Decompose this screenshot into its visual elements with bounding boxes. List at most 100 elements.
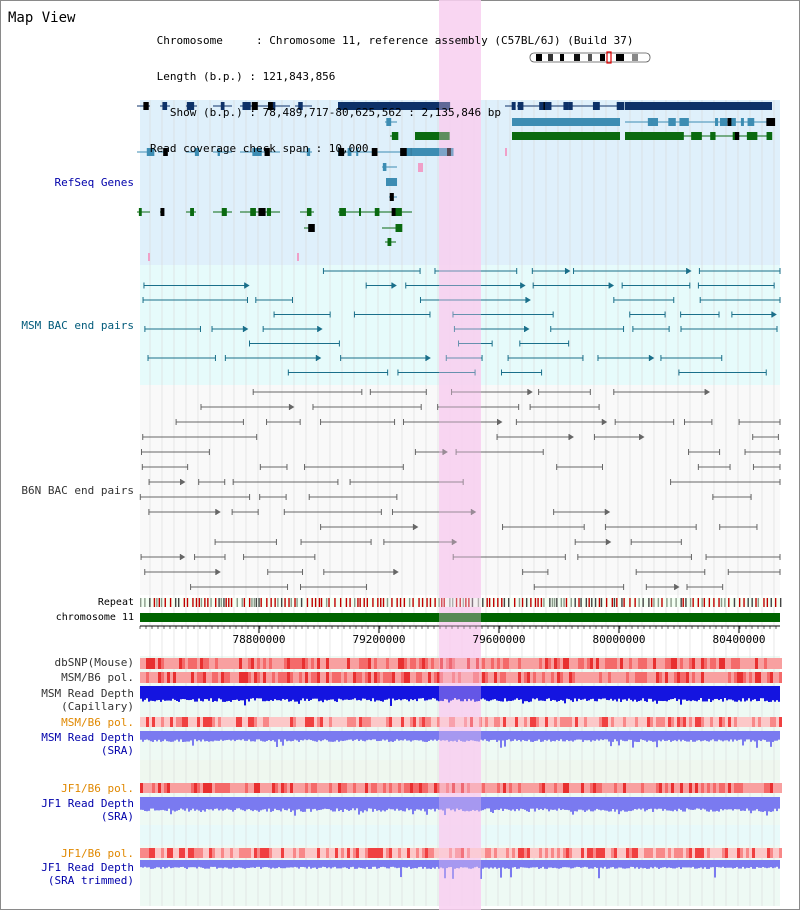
read-depth-bar [418, 686, 420, 699]
track-label-dbsnp[interactable]: dbSNP(Mouse) [54, 656, 134, 669]
read-depth-bar [722, 686, 724, 702]
polymorphism-cell [206, 672, 209, 683]
read-depth-bar [226, 686, 228, 702]
read-depth-bar [576, 686, 578, 702]
polymorphism-cell [596, 717, 599, 727]
track-label-msm-bac[interactable]: MSM BAC end pairs [21, 319, 134, 332]
polymorphism-cell [650, 717, 653, 727]
read-depth-bar [512, 860, 514, 868]
polymorphism-cell [761, 658, 764, 669]
polymorphism-cell [521, 783, 524, 793]
read-depth-bar [646, 731, 648, 742]
gene-exon [266, 208, 272, 216]
track-label-msm-b6-pol-1[interactable]: MSM/B6 pol. [61, 671, 134, 684]
read-depth-bar [326, 797, 328, 810]
read-depth-bar [310, 731, 312, 741]
polymorphism-cell [737, 658, 740, 669]
polymorphism-cell [746, 848, 749, 858]
polymorphism-cell [599, 672, 602, 683]
repeat-element [621, 598, 623, 607]
read-depth-bar [554, 731, 556, 742]
read-depth-bar [184, 731, 186, 742]
polymorphism-cell [506, 672, 509, 683]
track-label-jf1-depth-trim[interactable]: JF1 Read Depth [41, 861, 134, 874]
read-depth-bar [284, 797, 286, 811]
polymorphism-cell [683, 848, 686, 858]
polymorphism-cell [377, 672, 380, 683]
read-depth-bar [404, 797, 406, 812]
polymorphism-cell [203, 783, 206, 793]
read-depth-bar [580, 731, 582, 740]
track-label-msm-depth-sra[interactable]: MSM Read Depth [41, 731, 134, 744]
polymorphism-cell [527, 848, 530, 858]
repeat-element [543, 598, 545, 607]
polymorphism-cell [599, 848, 602, 858]
repeat-element [697, 598, 699, 607]
polymorphism-cell [674, 658, 677, 669]
track-label-b6n-bac[interactable]: B6N BAC end pairs [21, 484, 134, 497]
read-depth-bar [692, 731, 694, 742]
track-label-repeat[interactable]: Repeat [97, 597, 134, 608]
repeat-element [408, 598, 411, 607]
read-depth-bar [666, 731, 668, 741]
track-label-chromosome[interactable]: chromosome 11 [55, 612, 134, 623]
polymorphism-cell [392, 658, 395, 669]
bac-arrow [215, 509, 221, 515]
read-depth-bar [216, 860, 218, 869]
read-depth-bar [402, 797, 404, 812]
track-label-jf1-b6-pol-2[interactable]: JF1/B6 pol. [61, 847, 134, 860]
track-label-msm-b6-pol-2[interactable]: MSM/B6 pol. [61, 716, 134, 729]
read-depth-bar [430, 686, 432, 700]
read-depth-bar [372, 686, 374, 699]
read-depth-bar [670, 860, 672, 868]
polymorphism-cell [563, 848, 566, 858]
read-depth-bar [590, 686, 592, 700]
read-depth-bar [400, 686, 402, 701]
polymorphism-cell [500, 783, 503, 793]
read-depth-bar [234, 797, 236, 811]
polymorphism-cell [350, 672, 353, 683]
polymorphism-cell [314, 717, 317, 727]
polymorphism-cell [257, 658, 260, 669]
polymorphism-cell [365, 717, 368, 727]
read-depth-bar [178, 797, 180, 811]
polymorphism-cell [413, 672, 416, 683]
polymorphism-cell [440, 658, 443, 669]
read-depth-bar [478, 731, 480, 742]
read-depth-bar [678, 797, 680, 809]
polymorphism-cell [629, 848, 632, 858]
polymorphism-cell [590, 783, 593, 793]
read-depth-bar [322, 860, 324, 867]
read-depth-bar [582, 860, 584, 868]
repeat-element [613, 598, 616, 607]
polymorphism-cell [575, 672, 578, 683]
polymorphism-cell [380, 717, 383, 727]
read-depth-bar [498, 686, 500, 701]
read-depth-bar [632, 797, 634, 811]
read-depth-bar [330, 686, 332, 700]
track-label-msm-depth-cap[interactable]: MSM Read Depth [41, 687, 134, 700]
ideogram-band [560, 54, 564, 61]
repeat-element [713, 598, 715, 607]
read-depth-bar [294, 860, 296, 867]
polymorphism-cell [524, 783, 527, 793]
polymorphism-cell [536, 848, 539, 858]
read-depth-bar [492, 797, 494, 814]
track-label-jf1-b6-pol-1[interactable]: JF1/B6 pol. [61, 782, 134, 795]
track-label-refseq[interactable]: RefSeq Genes [54, 176, 134, 189]
gene-exon [382, 163, 387, 171]
read-depth-bar [692, 860, 694, 867]
read-depth-bar [282, 686, 284, 699]
read-depth-bar [466, 797, 468, 811]
polymorphism-cell [569, 672, 572, 683]
read-depth-bar [550, 731, 552, 742]
track-label-jf1-depth-sra[interactable]: JF1 Read Depth [41, 797, 134, 810]
read-depth-bar [348, 731, 350, 740]
read-depth-bar [646, 686, 648, 702]
polymorphism-cell [692, 658, 695, 669]
polymorphism-cell [449, 717, 452, 727]
polymorphism-cell [443, 848, 446, 858]
polymorphism-cell [395, 848, 398, 858]
read-depth-bar [458, 686, 460, 700]
